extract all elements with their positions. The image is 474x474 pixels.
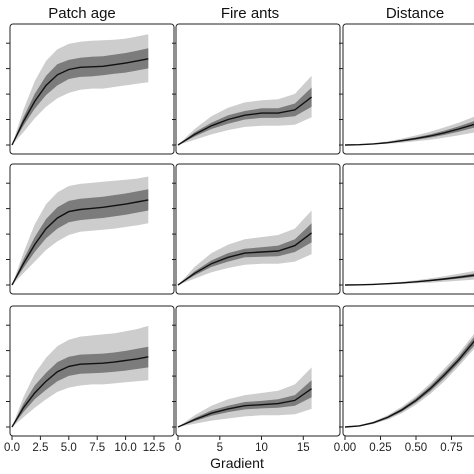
outer-credible-band bbox=[12, 176, 149, 285]
panel-2-3: 0 5 10 15 bbox=[172, 305, 341, 454]
outer-credible-band bbox=[12, 325, 149, 427]
x-tick-label: 5 bbox=[217, 442, 223, 454]
mean-line bbox=[11, 58, 149, 146]
column-titles: Patch age Fire ants Distance bbox=[48, 5, 444, 22]
panel-plot-area bbox=[11, 34, 149, 146]
x-tick-label: 0.0 bbox=[4, 442, 20, 454]
panel-plot-area bbox=[11, 176, 149, 286]
mean-line bbox=[11, 199, 149, 286]
outer-credible-band bbox=[345, 270, 474, 285]
inner-credible-band bbox=[345, 337, 474, 427]
panel-frame bbox=[342, 305, 474, 437]
x-tick-label: 10.0 bbox=[114, 442, 136, 454]
panel-1-2 bbox=[6, 163, 175, 295]
panel-grid: 0.0 2.5 5.0 7.5 10.0 12.5 0 5 10 15 0.00 0.25 0.50 0.… bbox=[4, 23, 474, 454]
mean-line bbox=[177, 96, 313, 146]
panel-frame bbox=[342, 23, 474, 155]
x-tick-label: 0.50 bbox=[405, 442, 427, 454]
panel-3-1 bbox=[339, 23, 474, 155]
x-tick-label: 0 bbox=[175, 442, 181, 454]
panel-frame bbox=[9, 163, 175, 295]
panel-plot-area bbox=[177, 75, 313, 146]
x-tick-label: 15 bbox=[297, 442, 310, 454]
column-title-patch-age: Patch age bbox=[48, 5, 116, 22]
mean-line bbox=[11, 356, 149, 428]
x-tick-label: 12.5 bbox=[143, 442, 165, 454]
panel-1-3: 0.0 2.5 5.0 7.5 10.0 12.5 bbox=[4, 305, 175, 454]
inner-credible-band bbox=[12, 48, 149, 146]
x-axis-label: Gradient bbox=[210, 455, 264, 471]
mean-line bbox=[177, 232, 313, 286]
x-tick-label: 0.25 bbox=[369, 442, 391, 454]
panel-1-1 bbox=[6, 23, 175, 155]
outer-credible-band bbox=[12, 34, 149, 145]
x-tick-label: 0.75 bbox=[440, 442, 462, 454]
x-tick-label: 7.5 bbox=[89, 442, 105, 454]
x-tick-label: 2.5 bbox=[32, 442, 48, 454]
panel-frame bbox=[9, 23, 175, 155]
outer-credible-band bbox=[345, 333, 474, 427]
panel-frame bbox=[175, 23, 341, 155]
panel-plot-area bbox=[11, 325, 149, 428]
panel-frame bbox=[342, 163, 474, 295]
x-tick-label: 5.0 bbox=[61, 442, 77, 454]
mean-line bbox=[344, 340, 474, 428]
panel-plot-area bbox=[177, 210, 313, 286]
column-title-distance: Distance bbox=[386, 5, 444, 22]
panel-plot-area bbox=[344, 270, 474, 286]
panel-frame bbox=[175, 305, 341, 437]
panel-plot-area bbox=[177, 367, 313, 428]
inner-credible-band bbox=[178, 223, 312, 285]
inner-credible-band bbox=[178, 87, 312, 145]
mean-line bbox=[177, 388, 313, 428]
panel-3-2 bbox=[339, 163, 474, 295]
panel-plot-area bbox=[344, 333, 474, 428]
mean-line bbox=[344, 274, 474, 286]
outer-credible-band bbox=[345, 116, 474, 145]
panel-2-2 bbox=[172, 163, 341, 295]
inner-credible-band bbox=[12, 346, 149, 427]
panel-frame bbox=[175, 163, 341, 295]
x-tick-label: 10 bbox=[255, 442, 268, 454]
mean-line bbox=[344, 123, 474, 146]
inner-credible-band bbox=[178, 380, 312, 427]
x-tick-label: 0.00 bbox=[334, 442, 356, 454]
panel-frame bbox=[9, 305, 175, 437]
panel-plot-area bbox=[344, 116, 474, 146]
panel-2-1 bbox=[172, 23, 341, 155]
panel-3-3: 0.00 0.25 0.50 0.75 bbox=[334, 305, 474, 454]
column-title-fire-ants: Fire ants bbox=[221, 5, 279, 22]
inner-credible-band bbox=[12, 189, 149, 285]
